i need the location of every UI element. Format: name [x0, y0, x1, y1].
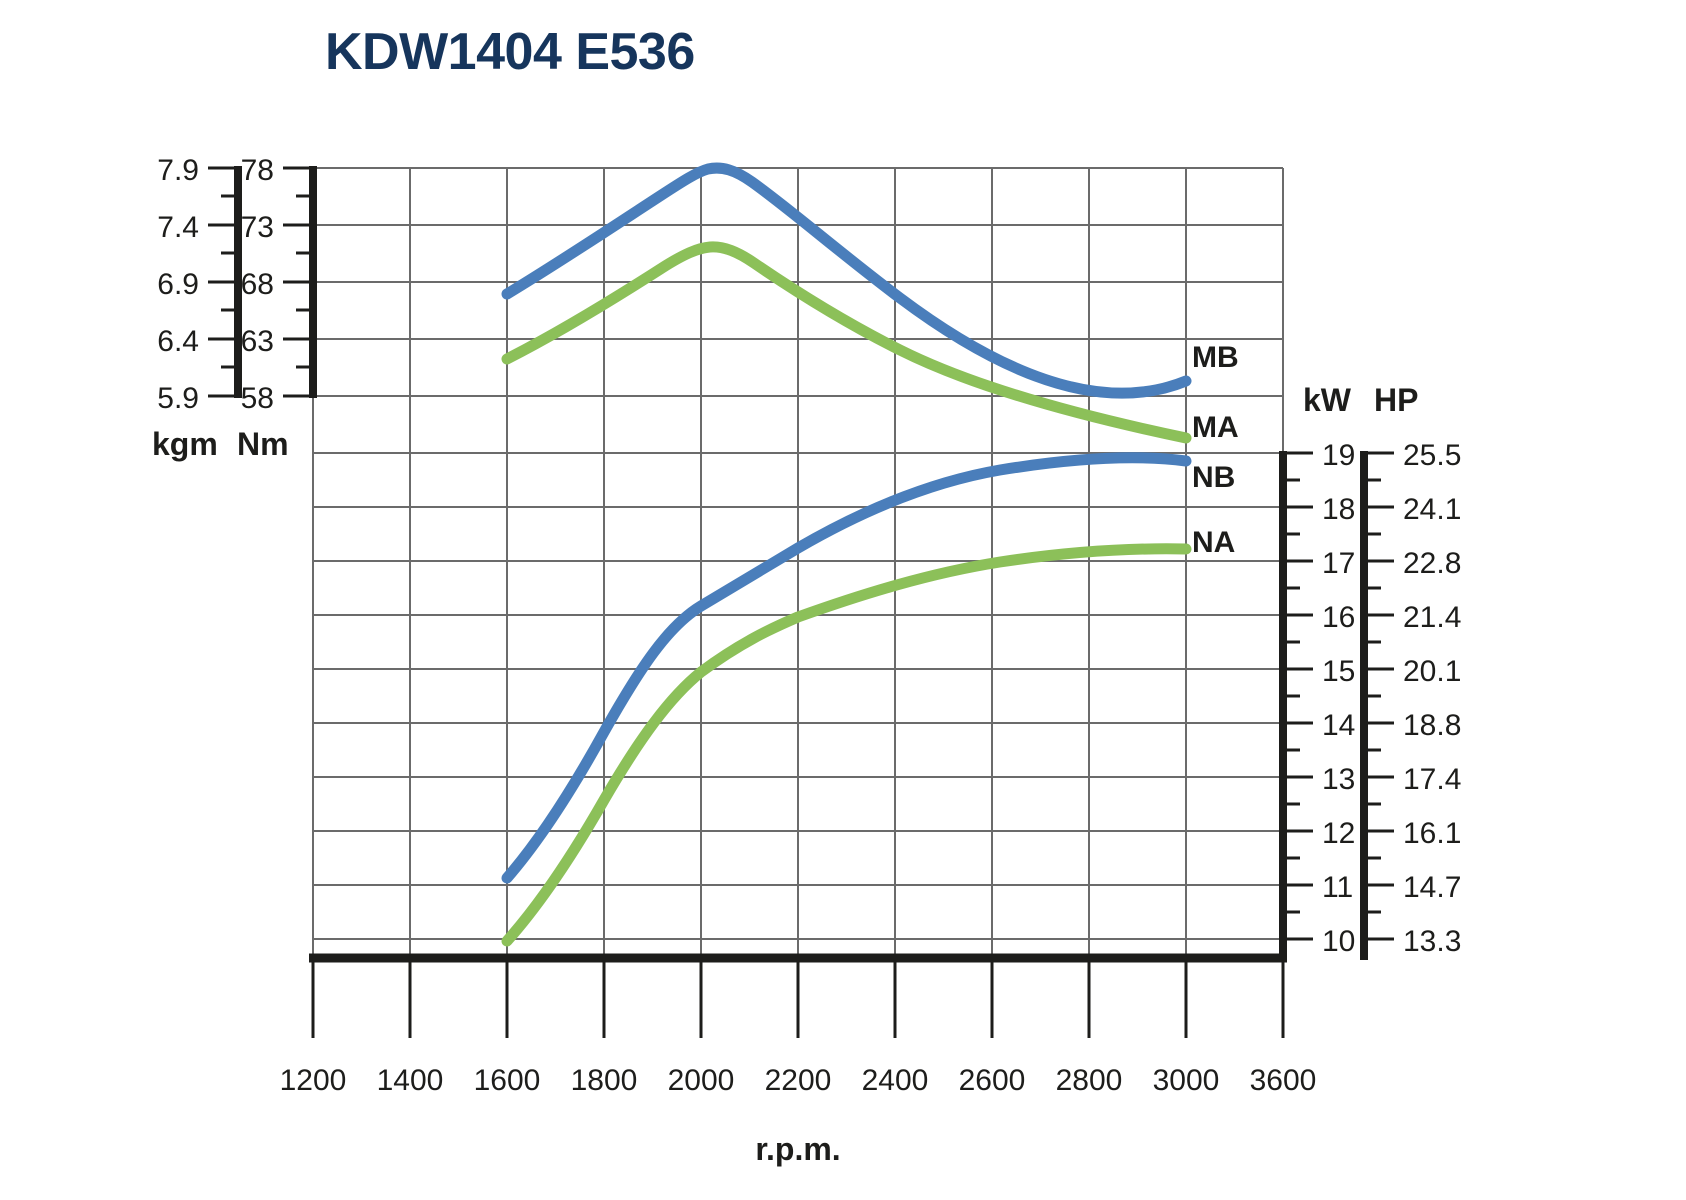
kgm-tick-label: 6.4 — [157, 325, 199, 358]
nm-axis: 78 73 68 63 58 — [241, 154, 317, 415]
nm-tick-label: 63 — [241, 325, 274, 358]
kgm-axis-title: kgm — [152, 426, 218, 462]
kgm-tick-label: 6.9 — [157, 268, 199, 301]
kw-tick-label: 10 — [1322, 925, 1355, 958]
x-tick-label: 2800 — [1056, 1064, 1123, 1097]
x-tick-label: 1800 — [571, 1064, 638, 1097]
curve-label-ma: MA — [1192, 411, 1239, 444]
hp-tick-label: 21.4 — [1403, 601, 1461, 634]
curve-label-na: NA — [1192, 526, 1235, 559]
kw-axis-title: kW — [1303, 382, 1352, 418]
hp-tick-label: 17.4 — [1403, 763, 1461, 796]
torque-curve-ma — [501, 241, 1192, 444]
curve-label-mb: MB — [1192, 341, 1239, 374]
hp-tick-label: 13.3 — [1403, 925, 1461, 958]
kgm-tick-label: 7.9 — [157, 154, 199, 187]
x-axis-title: r.p.m. — [755, 1131, 840, 1167]
nm-tick-label: 78 — [241, 154, 274, 187]
x-tick-label: 3000 — [1153, 1064, 1220, 1097]
kgm-axis: 7.9 7.4 6.9 6.4 5.9 — [157, 154, 242, 415]
kw-axis: 19 18 17 16 15 14 13 12 11 10 — [1279, 439, 1355, 960]
hp-tick-label: 22.8 — [1403, 547, 1461, 580]
x-tick-label: 1600 — [474, 1064, 541, 1097]
kw-tick-label: 14 — [1322, 709, 1355, 742]
kw-tick-label: 16 — [1322, 601, 1355, 634]
kw-tick-label: 18 — [1322, 493, 1355, 526]
kw-tick-label: 19 — [1322, 439, 1355, 472]
kw-tick-label: 12 — [1322, 817, 1355, 850]
hp-tick-label: 14.7 — [1403, 871, 1461, 904]
kw-tick-label: 11 — [1322, 871, 1353, 904]
power-curve-na — [501, 543, 1192, 947]
power-curve-nb — [501, 452, 1192, 884]
page-title: KDW1404 E536 — [325, 23, 695, 81]
hp-tick-label: 18.8 — [1403, 709, 1461, 742]
x-tick-label: 2400 — [862, 1064, 929, 1097]
nm-tick-label: 73 — [241, 211, 274, 244]
kgm-tick-label: 7.4 — [157, 211, 199, 244]
x-tick-label: 1400 — [377, 1064, 444, 1097]
kw-tick-label: 17 — [1322, 547, 1355, 580]
curve-label-nb: NB — [1192, 461, 1235, 494]
torque-curve-mb — [501, 162, 1192, 399]
x-axis: 1200 1400 1600 1800 2000 2200 2400 2600 … — [280, 953, 1317, 1097]
nm-tick-label: 68 — [241, 268, 274, 301]
nm-axis-title: Nm — [237, 426, 289, 462]
x-tick-label: 2200 — [765, 1064, 832, 1097]
kw-tick-label: 15 — [1322, 655, 1355, 688]
hp-tick-label: 24.1 — [1403, 493, 1461, 526]
kw-tick-label: 13 — [1322, 763, 1355, 796]
x-tick-label: 1200 — [280, 1064, 347, 1097]
x-tick-label: 2600 — [959, 1064, 1026, 1097]
hp-axis: 25.5 24.1 22.8 21.4 20.1 18.8 17.4 16.1 … — [1360, 439, 1461, 960]
nm-tick-label: 58 — [241, 382, 274, 415]
x-tick-label: 2000 — [668, 1064, 735, 1097]
kgm-tick-label: 5.9 — [157, 382, 199, 415]
hp-tick-label: 16.1 — [1403, 817, 1461, 850]
hp-tick-label: 25.5 — [1403, 439, 1461, 472]
x-tick-label: 3600 — [1250, 1064, 1317, 1097]
hp-tick-label: 20.1 — [1403, 655, 1461, 688]
hp-axis-title: HP — [1374, 382, 1418, 418]
